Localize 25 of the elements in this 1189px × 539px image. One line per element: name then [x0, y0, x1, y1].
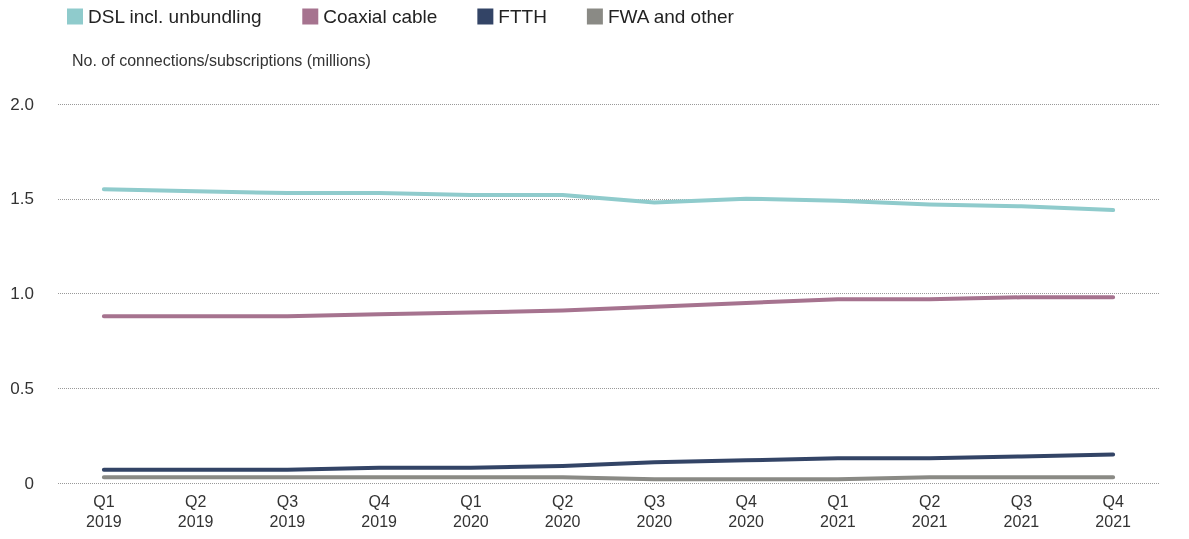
- x-tick-label: Q2 2019: [177, 492, 214, 530]
- x-tick-label: Q4 2019: [361, 492, 398, 530]
- y-axis-title: No. of connections/subscriptions (millions): [72, 51, 371, 69]
- y-tick-label: 1.5: [10, 189, 34, 209]
- x-tick-label: Q3 2019: [269, 492, 306, 530]
- y-tick-label: 0.5: [10, 378, 34, 398]
- x-tick-label: Q3 2021: [1003, 492, 1040, 530]
- x-tick-label: Q1 2019: [86, 492, 122, 530]
- legend-label: Coaxial cable: [323, 6, 438, 27]
- legend-label: DSL incl. unbundling: [88, 6, 262, 27]
- x-tick-label: Q2 2021: [911, 492, 948, 530]
- x-tick-label: Q2 2020: [544, 492, 581, 530]
- x-tick-label: Q4 2021: [1095, 492, 1132, 530]
- x-tick-label: Q1 2020: [453, 492, 489, 530]
- line-series: [101, 187, 1116, 213]
- legend-label: FWA and other: [607, 6, 735, 27]
- x-tick-label: Q1 2021: [820, 492, 856, 530]
- y-tick-label: 0: [24, 473, 34, 493]
- y-tick-label: 1.0: [10, 284, 34, 303]
- line-series: [101, 452, 1116, 472]
- x-tick-label: Q3 2020: [636, 492, 673, 530]
- legend-label: FTTH: [498, 6, 547, 27]
- y-tick-label: 2.0: [10, 94, 34, 114]
- line-series: [101, 295, 1116, 319]
- x-tick-label: Q4 2020: [728, 492, 765, 530]
